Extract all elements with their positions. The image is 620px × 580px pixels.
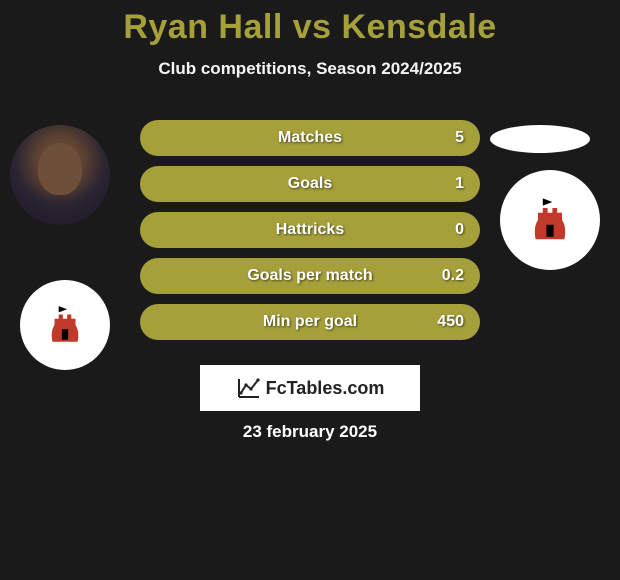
stat-label: Goals per match: [247, 267, 372, 285]
fort-icon: [44, 304, 86, 346]
stat-value: 0.2: [442, 267, 464, 285]
stat-label: Goals: [288, 175, 332, 193]
page-title: Ryan Hall vs Kensdale: [0, 0, 620, 47]
stat-label: Matches: [278, 129, 342, 147]
stat-row: Matches 5: [140, 120, 480, 156]
player2-photo-placeholder: [490, 125, 590, 153]
comparison-card: Ryan Hall vs Kensdale Club competitions,…: [0, 0, 620, 580]
subtitle: Club competitions, Season 2024/2025: [0, 59, 620, 79]
stat-row: Hattricks 0: [140, 212, 480, 248]
stat-value: 5: [455, 129, 464, 147]
date-label: 23 february 2025: [0, 422, 620, 442]
stat-value: 0: [455, 221, 464, 239]
brand-box[interactable]: FcTables.com: [200, 365, 420, 411]
stat-row: Min per goal 450: [140, 304, 480, 340]
stat-label: Min per goal: [263, 313, 357, 331]
stat-value: 450: [437, 313, 464, 331]
stat-label: Hattricks: [276, 221, 344, 239]
brand-label: FcTables.com: [266, 378, 385, 399]
player2-club-badge: [500, 170, 600, 270]
fort-icon: [526, 196, 574, 244]
player1-club-badge: [20, 280, 110, 370]
stat-value: 1: [455, 175, 464, 193]
chart-icon: [236, 375, 262, 401]
player1-photo: [10, 125, 110, 225]
stat-row: Goals 1: [140, 166, 480, 202]
stats-column: Matches 5 Goals 1 Hattricks 0 Goals per …: [140, 120, 480, 350]
stat-row: Goals per match 0.2: [140, 258, 480, 294]
